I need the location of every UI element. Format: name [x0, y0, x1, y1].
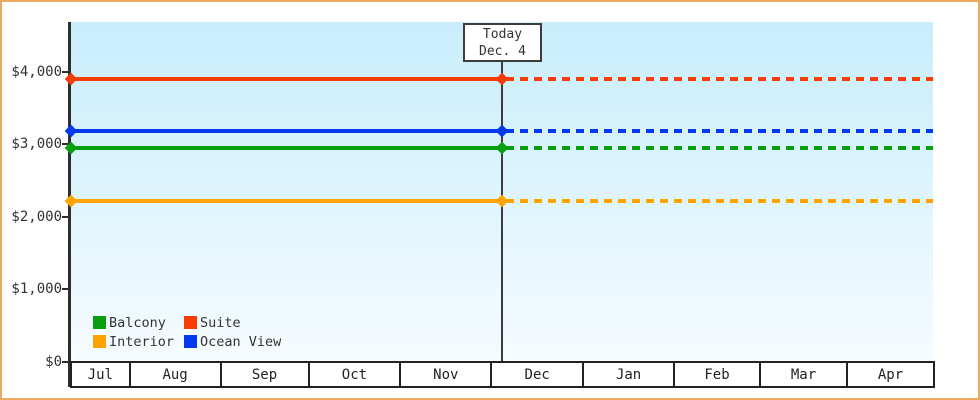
month-cell-apr: Apr [877, 366, 904, 383]
legend-item-interior: Interior [93, 333, 184, 350]
month-cell-mar: Mar [761, 363, 849, 386]
y-axis-tick-label: $2,000 [11, 208, 62, 225]
month-cell-sep: Sep [222, 363, 310, 386]
legend-item-label: Interior [109, 333, 175, 350]
legend-item-label: Ocean View [200, 333, 282, 350]
legend-item-balcony: Balcony [93, 314, 184, 331]
series-projection-ocean-view [506, 129, 933, 134]
month-cell-jan: Jan [584, 363, 676, 386]
y-axis-tick [62, 361, 68, 363]
series-line-balcony [70, 145, 502, 150]
y-axis-tick-label: $4,000 [11, 63, 62, 80]
today-label-box: Today Dec. 4 [463, 23, 542, 62]
y-axis-tick [62, 70, 68, 73]
legend: Balcony Suite Interior Ocean View [93, 314, 282, 350]
series-line-suite [70, 76, 502, 81]
y-axis-tick-label: $0 [45, 354, 62, 370]
legend-item-label: Suite [200, 314, 241, 331]
month-cell-nov: Nov [401, 363, 493, 386]
month-cell-oct: Oct [310, 363, 402, 386]
month-cell-dec: Dec [492, 363, 585, 386]
series-line-interior [70, 198, 502, 203]
x-axis-month-row: Jul Aug Sep Oct Nov Dec Jan Feb Mar Apr [70, 361, 935, 388]
legend-swatch-icon [93, 316, 106, 329]
series-projection-interior [506, 198, 933, 203]
month-cell-aug: Aug [131, 363, 222, 386]
today-label-line1: Today [482, 27, 523, 42]
legend-swatch-icon [184, 335, 197, 348]
y-axis-tick-label: $3,000 [11, 136, 62, 153]
today-marker-line [501, 60, 503, 362]
month-cell-feb: Feb [675, 363, 762, 386]
y-axis-tick [62, 288, 68, 291]
y-axis-tick [62, 143, 68, 146]
today-label-line2: Dec. 4 [479, 44, 526, 59]
legend-swatch-icon [184, 316, 197, 329]
series-projection-balcony [506, 145, 933, 150]
legend-swatch-icon [93, 335, 106, 348]
series-projection-suite [506, 76, 933, 81]
legend-item-suite: Suite [184, 314, 281, 331]
y-axis-tick [62, 215, 68, 218]
series-line-ocean-view [70, 129, 502, 134]
y-axis-tick-label: $1,000 [11, 281, 62, 298]
month-cell-jul: Jul [72, 363, 131, 386]
legend-item-label: Balcony [109, 314, 166, 331]
legend-item-ocean-view: Ocean View [184, 333, 282, 350]
